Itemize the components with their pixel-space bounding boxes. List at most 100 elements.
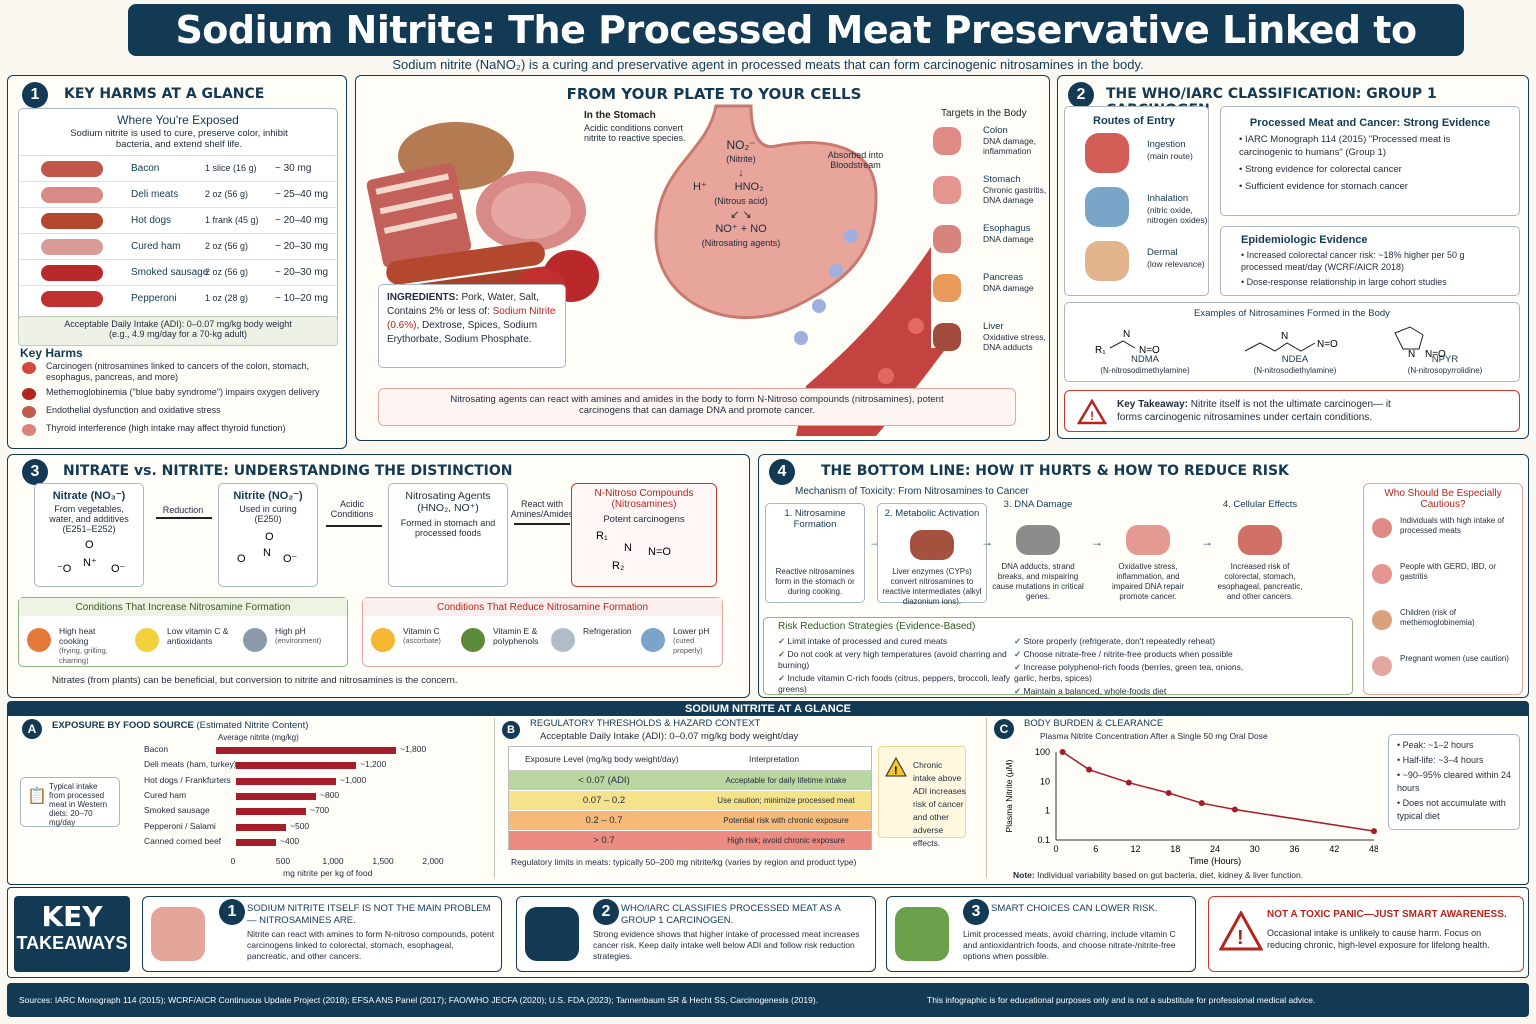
- organ-effect: Chronic gastritis, DNA damage: [983, 185, 1047, 205]
- reduction-label: Reduction: [162, 505, 204, 515]
- takeaway-number: 2: [593, 899, 619, 925]
- threshold-col2: Interpretation: [749, 754, 800, 764]
- who-text: Individuals with high intake of processe…: [1400, 516, 1505, 535]
- typical-intake-box: 📋 Typical intake from processed meat in …: [20, 777, 120, 827]
- risk-item: Limit intake of processed and cured meat…: [778, 636, 1018, 647]
- risk-item: Store properly (refrigerate, don't repea…: [1014, 636, 1264, 647]
- step-icon: [1126, 525, 1170, 555]
- no2-formula: NO₂⁻: [726, 138, 756, 152]
- harms-title: Key Harms: [20, 346, 83, 360]
- svg-text:N=O: N=O: [1317, 339, 1338, 350]
- nitrate-box: Nitrate (NO₃⁻) From vegetables, water, a…: [34, 483, 144, 587]
- bar-mark: [216, 747, 396, 754]
- who-icon: [1372, 656, 1392, 676]
- who-text: Children (risk of methemoglobinemia): [1400, 608, 1475, 627]
- organ-icon: [933, 176, 961, 204]
- organ-name: Stomach: [983, 174, 1021, 185]
- organ-name: Pancreas: [983, 272, 1024, 283]
- threshold-interp: High risk; avoid chronic exposure: [727, 836, 845, 845]
- panel-b-adi: Acceptable Daily Intake (ADI): 0–0.07 mg…: [540, 731, 799, 742]
- final-text: Occasional intake is unlikely to cause h…: [1267, 928, 1490, 950]
- threshold-level: 0.2 – 0.7: [585, 815, 623, 826]
- svg-text:O: O: [85, 539, 94, 551]
- risk-item: Include vitamin C-rich foods (citrus, pe…: [778, 673, 1018, 695]
- food-serving: 2 oz (56 g): [205, 189, 249, 199]
- bar-mark: [236, 823, 286, 831]
- harm-name: Methemoglobinemia: [46, 387, 128, 397]
- agents-title: Nitrosating Agents: [405, 490, 491, 502]
- bar-value-label: ~500: [290, 820, 310, 831]
- condition-item: Vitamin E & polyphenols: [493, 626, 543, 646]
- key-takeaway-box: ! Key Takeaway: Nitrite itself is not th…: [1064, 390, 1520, 432]
- harm-item: Thyroid interference (high intake may af…: [16, 423, 336, 437]
- noplus-formula: NO⁺: [715, 223, 738, 235]
- threshold-col1-label: Exposure Level: [525, 754, 584, 764]
- increase-conditions-box: Conditions That Increase Nitrosamine For…: [18, 597, 348, 667]
- target-organ: Stomach Chronic gastritis, DNA damage: [931, 172, 1049, 217]
- nitrosamine-structures: R₁ N N=O N N=O N N=O: [1095, 326, 1446, 360]
- sources-text: Sources: IARC Monograph 114 (2015); WCRF…: [19, 995, 819, 1005]
- panel-c-note-label: Note:: [1013, 870, 1035, 880]
- svg-text:R₁: R₁: [596, 530, 608, 542]
- harm-icon: [22, 388, 36, 400]
- plate-title: FROM YOUR PLATE TO YOUR CELLS: [566, 85, 862, 103]
- takeaway-item: 1 SODIUM NITRITE ITSELF IS NOT THE MAIN P…: [142, 896, 502, 972]
- food-name: Cured ham: [131, 241, 181, 252]
- target-organ: Esophagus DNA damage: [931, 221, 1049, 266]
- agents-box: Nitrosating Agents (HNO₂, NO⁺) Formed in…: [388, 483, 508, 587]
- line-y-tick: 100: [1035, 747, 1050, 757]
- nitrosamine-name: NDMA: [1131, 354, 1159, 365]
- takeaways-label2: TAKEAWAYS: [16, 933, 128, 953]
- line-x-tick: 18: [1170, 844, 1180, 854]
- bar-value-label: ~1,000: [340, 774, 367, 785]
- step-icon: [780, 530, 850, 560]
- svg-text:O⁻: O⁻: [283, 553, 298, 565]
- mechanism-step: 3. DNA Damage DNA adducts, strand breaks,…: [987, 499, 1089, 609]
- food-name: Bacon: [131, 163, 160, 174]
- chronic-warning-text: Chronic intake above ADI increases risk …: [913, 760, 966, 848]
- mechanism-step: 4. Cellular Effects Increased risk of col…: [1209, 499, 1311, 609]
- svg-text:N: N: [624, 542, 632, 554]
- epi-item: Dose-response relationship in large coho…: [1241, 276, 1505, 288]
- ingredients-label-box: INGREDIENTS: Pork, Water, Salt, Contains…: [378, 284, 566, 368]
- condition-label: Vitamin E & polyphenols: [493, 626, 539, 646]
- svg-text:O: O: [265, 531, 274, 543]
- line-y-tick: 0.1: [1037, 835, 1050, 845]
- route-desc: (nitric oxide, nitrogen oxides): [1147, 205, 1208, 225]
- condition-icon: [371, 628, 395, 652]
- condition-item: Lower pH (cured properly): [673, 626, 723, 656]
- svg-text:N=O: N=O: [1425, 349, 1446, 360]
- lungs-icon: [1085, 187, 1129, 227]
- mouth-icon: [1085, 133, 1129, 173]
- svg-text:!: !: [894, 765, 898, 777]
- hplus-formula: H⁺: [693, 181, 707, 193]
- takeaway-item: 3 SMART CHOICES CAN LOWER RISK. Limit proc…: [886, 896, 1196, 972]
- organ-icon: [933, 323, 961, 351]
- panel-a-subtitle: (Estimated Nitrite Content): [196, 720, 309, 731]
- step-desc: Liver enzymes (CYPs) convert nitrosamine…: [882, 567, 982, 606]
- line-x-tick: 42: [1329, 844, 1339, 854]
- organ-effect: DNA damage, inflammation: [983, 136, 1036, 156]
- mechanism-step: 2. Metabolic Activation Liver enzymes (CY…: [877, 503, 987, 606]
- nitrite-label: (Nitrite): [726, 154, 756, 164]
- bar-category-label: Canned corned beef: [144, 835, 222, 846]
- condition-icon: [461, 628, 485, 652]
- line-y-label: Plasma Nitrite (µM): [1004, 759, 1014, 832]
- svg-text:R₂: R₂: [612, 560, 624, 572]
- epidemiology-box: Epidemiologic Evidence Increased colorec…: [1220, 226, 1520, 296]
- condition-icon: [27, 628, 51, 652]
- arrow-icon: →: [1091, 535, 1103, 549]
- warning-icon: !: [885, 757, 907, 777]
- svg-text:!: !: [1090, 409, 1094, 423]
- risk-reduction-box: Risk Reduction Strategies (Evidence-Base…: [763, 617, 1353, 696]
- takeaway-heading: Key Takeaway:: [1117, 399, 1188, 410]
- takeaways-label1: KEY: [41, 900, 103, 933]
- targets-list: Colon DNA damage, inflammation Stomach Chro…: [931, 123, 1049, 364]
- food-serving: 1 frank (45 g): [205, 215, 259, 225]
- condition-icon: [243, 628, 267, 652]
- condition-sub: (environment): [275, 636, 322, 645]
- food-icon: [41, 187, 103, 203]
- who-item: Pregnant women (use caution): [1364, 652, 1522, 694]
- nitrite-title: Nitrite (NO₂⁻): [233, 490, 303, 502]
- threshold-interp: Use caution; minimize processed meat: [717, 796, 855, 805]
